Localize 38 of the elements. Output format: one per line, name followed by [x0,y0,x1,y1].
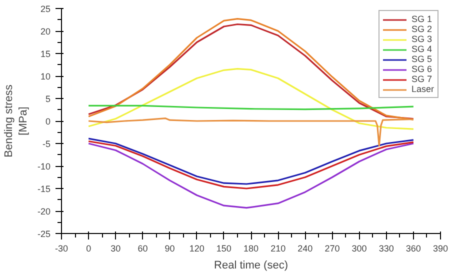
y-axis-title: Bending stress [MPa] [3,84,30,158]
y-tick-label: -15 [37,184,51,194]
x-tick-label: 60 [138,244,148,254]
x-tick-label: -30 [54,244,68,254]
x-tick-label: 240 [298,244,313,254]
x-tick-label: 300 [352,244,367,254]
legend-label: SG 4 [411,44,432,54]
y-tick-label: 20 [40,26,51,36]
x-tick-label: 120 [189,244,204,254]
legend-label: SG 2 [411,24,432,34]
y-tick-label: -10 [37,162,51,172]
legend-label: Laser [411,84,434,94]
x-axis-title: Real time (sec) [214,260,288,272]
y-tick-label: 15 [40,49,51,59]
legend-label: SG 5 [411,54,432,64]
x-tick-label: 330 [378,244,394,254]
legend-label: SG 6 [411,64,432,74]
y-tick-label: -5 [42,139,51,149]
x-tick-label: 150 [216,244,232,254]
x-tick-label: 390 [432,244,448,254]
y-tick-label: 0 [45,116,51,126]
y-tick-label: -20 [37,206,51,216]
line-series [88,118,414,147]
line-series [88,142,414,209]
x-tick-label: 360 [406,244,421,254]
x-tick-label: 180 [243,244,259,254]
legend-label: SG 1 [411,14,432,24]
y-tick-label: 10 [40,72,51,82]
x-tick-label: 270 [324,244,340,254]
y-tick-label: 25 [40,4,51,14]
y-tick-label: -25 [37,229,51,239]
legend-label: SG 7 [411,74,432,84]
x-tick-label: 30 [110,244,121,254]
x-tick-label: 90 [164,244,175,254]
x-tick-label: 0 [86,244,92,254]
x-tick-label: 210 [270,244,286,254]
legend-label: SG 3 [411,34,432,44]
y-tick-label: 5 [45,94,51,104]
